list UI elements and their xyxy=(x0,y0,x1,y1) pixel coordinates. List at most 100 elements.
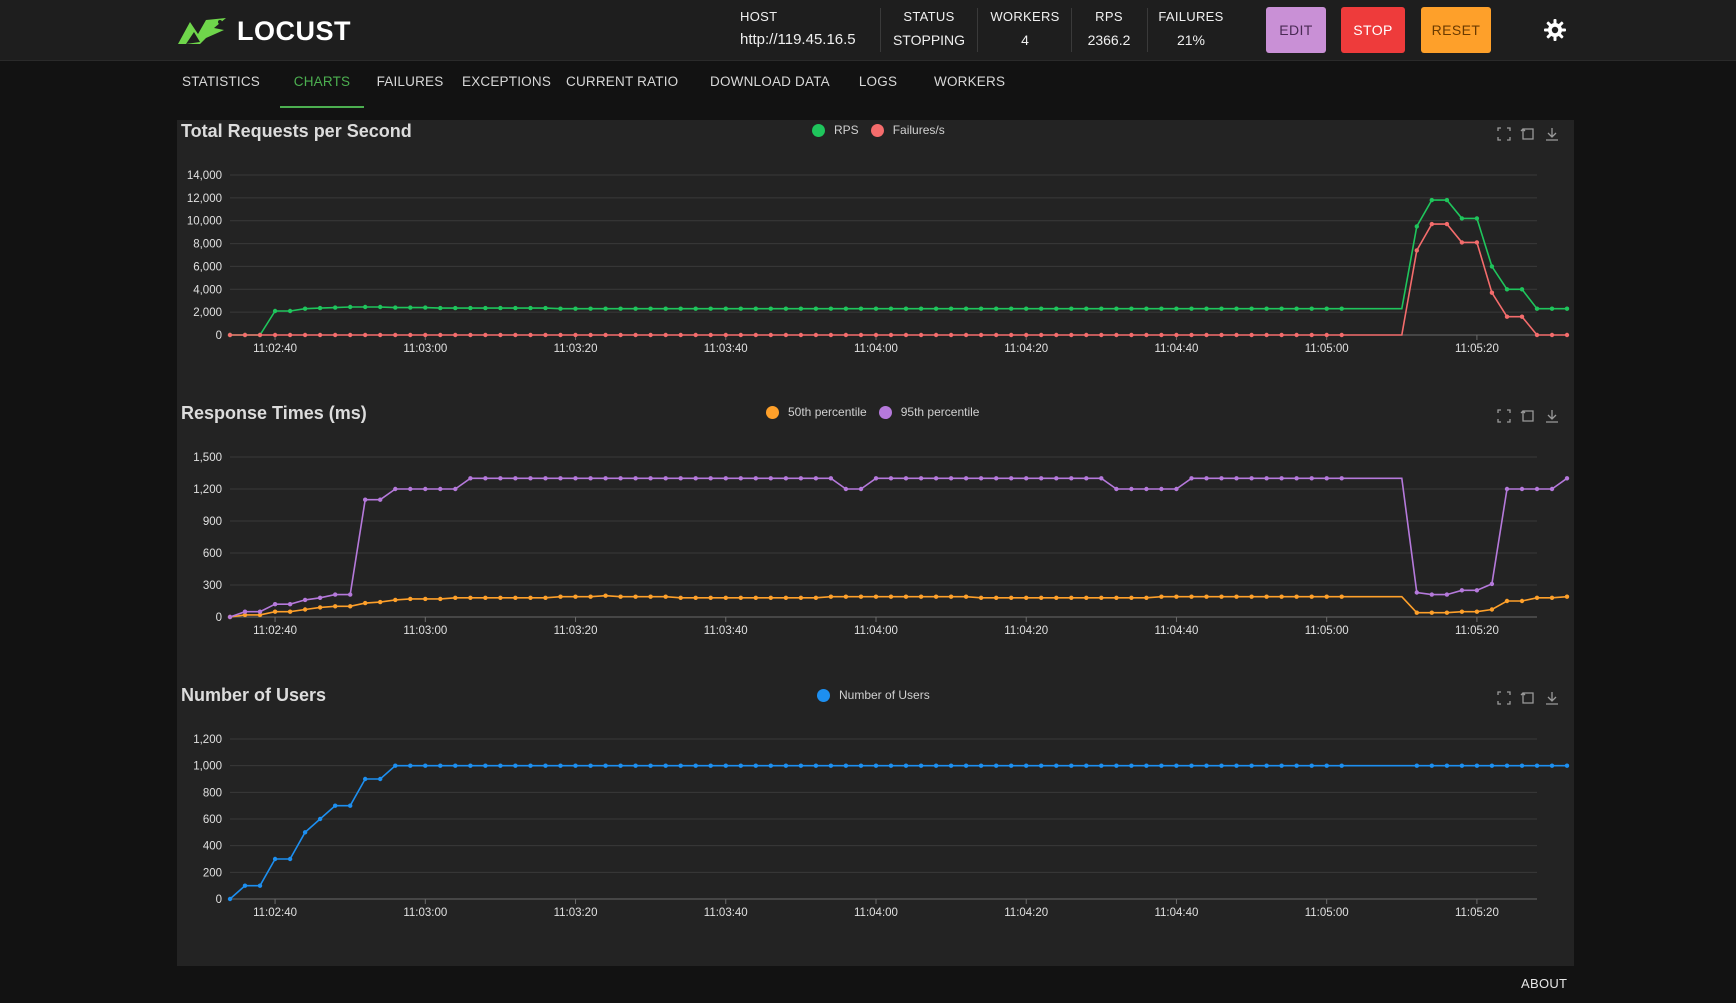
data-point xyxy=(648,306,653,311)
tab-charts[interactable]: CHARTS xyxy=(280,60,364,108)
tab-download-data[interactable]: DOWNLOAD DATA xyxy=(710,74,830,89)
tab-failures[interactable]: FAILURES xyxy=(376,74,444,89)
data-point xyxy=(1204,594,1209,599)
data-point xyxy=(468,595,473,600)
legend-item[interactable]: Failures/s xyxy=(870,123,945,137)
data-point xyxy=(1069,763,1074,768)
y-tick-label: 1,500 xyxy=(193,452,222,464)
legend-item[interactable]: 50th percentile xyxy=(766,405,867,419)
data-point xyxy=(1159,306,1164,311)
data-point xyxy=(1474,588,1480,593)
zoom-icon[interactable] xyxy=(1496,408,1512,424)
download-icon[interactable] xyxy=(1544,126,1560,142)
download-icon[interactable] xyxy=(1544,690,1560,706)
data-point xyxy=(1444,592,1450,597)
data-point xyxy=(588,763,593,768)
data-point xyxy=(1249,332,1254,338)
legend-item[interactable]: 95th percentile xyxy=(878,405,979,419)
zoom-icon[interactable] xyxy=(1496,126,1512,142)
logo[interactable]: LOCUST xyxy=(176,14,351,48)
data-point xyxy=(1084,595,1089,600)
data-point xyxy=(828,594,834,599)
gear-icon[interactable] xyxy=(1543,18,1567,42)
data-point xyxy=(918,594,924,599)
data-point xyxy=(348,803,353,808)
data-point xyxy=(873,332,879,338)
tab-current-ratio[interactable]: CURRENT RATIO xyxy=(566,74,679,89)
data-point xyxy=(363,304,368,310)
data-point xyxy=(1474,240,1480,245)
data-point xyxy=(1324,332,1329,338)
data-point xyxy=(438,332,443,338)
edit-button[interactable]: EDIT xyxy=(1266,7,1326,53)
zoom-reset-icon[interactable] xyxy=(1520,126,1536,142)
chart-toolbox xyxy=(1488,126,1560,142)
data-point xyxy=(843,763,849,768)
data-point xyxy=(1549,306,1555,311)
reset-button[interactable]: RESET xyxy=(1421,7,1491,53)
legend-item[interactable]: RPS xyxy=(812,123,859,137)
data-point xyxy=(1099,763,1104,768)
divider xyxy=(1147,8,1148,52)
y-tick-label: 2,000 xyxy=(193,307,222,319)
data-point xyxy=(618,332,623,338)
x-tick-label: 11:05:00 xyxy=(1305,625,1349,637)
y-tick-label: 14,000 xyxy=(187,170,222,182)
data-point xyxy=(813,476,819,481)
y-tick-label: 400 xyxy=(203,841,222,853)
data-point xyxy=(1174,332,1179,338)
data-point xyxy=(1114,332,1119,338)
data-point xyxy=(693,763,698,768)
legend-label: 50th percentile xyxy=(788,405,867,419)
stop-button[interactable]: STOP xyxy=(1341,7,1405,53)
data-point xyxy=(693,332,698,338)
data-point xyxy=(558,306,563,311)
data-point xyxy=(453,305,458,311)
users-chart[interactable]: 0 200 400 600 800 1,000 1,200 11:02:40 11:03:00 1… xyxy=(177,724,1574,924)
data-point xyxy=(1444,610,1450,615)
data-point xyxy=(483,763,488,768)
tab-statistics[interactable]: STATISTICS xyxy=(181,74,260,89)
y-tick-label: 10,000 xyxy=(187,216,222,228)
data-point xyxy=(393,486,398,492)
about-link[interactable]: ABOUT xyxy=(1521,976,1568,991)
data-point xyxy=(1009,595,1014,600)
download-icon[interactable] xyxy=(1544,408,1560,424)
data-point xyxy=(1324,594,1329,599)
data-point xyxy=(1039,763,1044,768)
tab-workers[interactable]: WORKERS xyxy=(934,74,1006,89)
data-point xyxy=(1534,306,1540,311)
data-point xyxy=(693,595,698,600)
data-point xyxy=(1159,594,1164,599)
legend-item[interactable]: Number of Users xyxy=(817,688,930,702)
data-point xyxy=(528,332,533,338)
data-point xyxy=(1069,476,1074,481)
data-point xyxy=(513,305,518,311)
data-point xyxy=(528,595,533,600)
data-point xyxy=(1159,763,1164,768)
data-point xyxy=(1054,306,1059,311)
y-tick-label: 200 xyxy=(203,867,222,879)
data-point xyxy=(768,763,773,768)
stat-value: STOPPING xyxy=(892,32,966,48)
tab-logs[interactable]: LOGS xyxy=(858,74,898,89)
x-tick-label: 11:04:40 xyxy=(1154,343,1198,355)
response-times-chart[interactable]: 0 300 600 900 1,200 1,500 11:02:40 11:03:00 11:0… xyxy=(177,442,1574,642)
zoom-icon[interactable] xyxy=(1496,690,1512,706)
rps-chart[interactable]: 0 2,000 4,000 6,000 8,000 10,000 12,000 14,000 1… xyxy=(177,160,1574,360)
data-point xyxy=(723,476,728,481)
data-point xyxy=(1249,594,1254,599)
data-point xyxy=(648,332,653,338)
top-bar: LOCUST HOST http://119.45.16.5 STATUS ST… xyxy=(0,0,1736,61)
data-point xyxy=(753,476,758,481)
data-point xyxy=(408,332,413,338)
zoom-reset-icon[interactable] xyxy=(1520,408,1536,424)
tab-exceptions[interactable]: EXCEPTIONS xyxy=(462,74,552,89)
data-point xyxy=(348,604,353,609)
zoom-reset-icon[interactable] xyxy=(1520,690,1536,706)
data-point xyxy=(272,332,278,338)
data-point xyxy=(302,607,308,612)
x-tick-label: 11:03:40 xyxy=(704,343,748,355)
data-point xyxy=(528,763,533,768)
data-point xyxy=(633,594,638,599)
